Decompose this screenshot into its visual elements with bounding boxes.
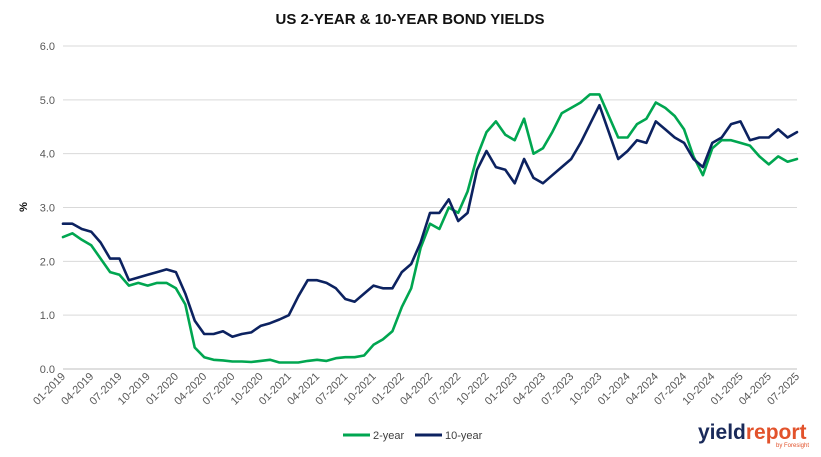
chart-title: US 2-YEAR & 10-YEAR BOND YIELDS <box>276 11 545 28</box>
series-lines <box>61 93 799 364</box>
series-line-10-year <box>61 103 799 339</box>
brand-name-right: report <box>746 421 807 444</box>
svg-text:yieldreport: yieldreport <box>698 421 807 444</box>
y-tick-label: 2.0 <box>40 256 55 268</box>
y-axis-ticks: 0.0 1.0 2.0 3.0 4.0 5.0 6.0 <box>40 41 55 376</box>
x-axis-ticks: 01-201904-201907-201910-201901-202004-20… <box>31 371 802 408</box>
brand-tagline: by Foresight <box>776 443 809 449</box>
legend: 2-year 10-year <box>343 430 483 442</box>
y-tick-label: 0.0 <box>40 364 55 376</box>
series-line-2-year <box>61 93 799 364</box>
yieldreport-logo: yieldreport by Foresight <box>698 421 809 449</box>
legend-label: 2-year <box>373 430 405 442</box>
y-tick-label: 6.0 <box>40 41 55 53</box>
brand-name-left: yield <box>698 421 746 444</box>
legend-label: 10-year <box>445 430 483 442</box>
y-tick-label: 4.0 <box>40 149 55 161</box>
gridlines <box>63 45 797 370</box>
y-axis-label: % <box>18 202 30 212</box>
y-tick-label: 1.0 <box>40 310 55 322</box>
y-tick-label: 3.0 <box>40 203 55 215</box>
y-tick-label: 5.0 <box>40 95 55 107</box>
